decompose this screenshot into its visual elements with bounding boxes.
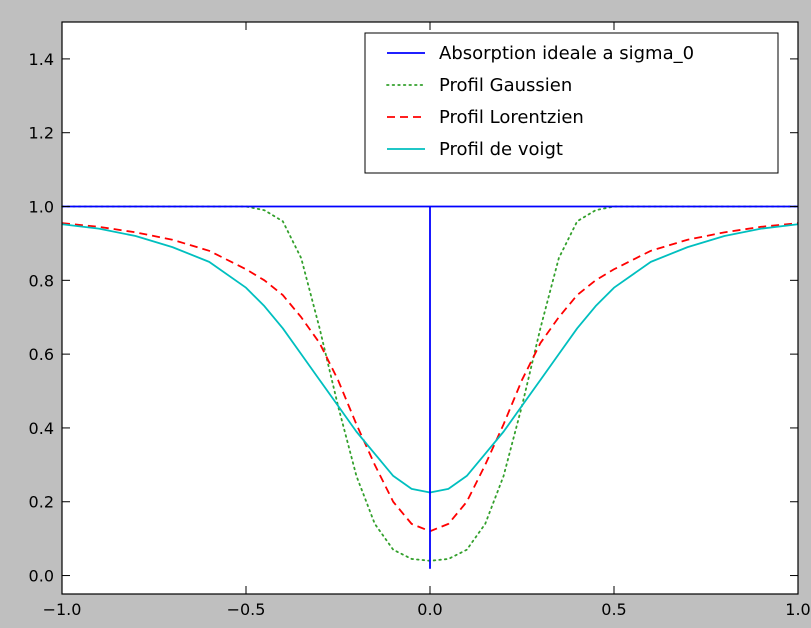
series-line-absorption-ideale-a-sigma-0: [62, 205, 798, 570]
x-tick-label: 1.0: [785, 600, 810, 619]
legend-label-profil-gaussien: Profil Gaussien: [439, 75, 572, 96]
legend: Absorption ideale a sigma_0 Profil Gaussi…: [364, 32, 779, 174]
y-tick-label: 1.4: [29, 50, 54, 69]
legend-label-profil-lorentzien: Profil Lorentzien: [439, 107, 584, 128]
legend-label-absorption-ideale-a-sigma-0: Absorption ideale a sigma_0: [439, 43, 694, 64]
legend-label-profil-de-voigt: Profil de voigt: [439, 139, 563, 160]
y-tick-label: 1.2: [29, 124, 54, 143]
y-tick-label: 0.4: [29, 419, 54, 438]
x-tick-label: −1.0: [43, 600, 82, 619]
series-layer: [61, 205, 799, 570]
y-tick-label: 0.6: [29, 345, 54, 364]
y-tick-label: 0.8: [29, 271, 54, 290]
y-tick-label: 0.2: [29, 493, 54, 512]
x-tick-label: −0.5: [227, 600, 266, 619]
x-tick-label: 0.5: [601, 600, 626, 619]
y-tick-label: 1.0: [29, 198, 54, 217]
plot-frame: [61, 21, 799, 595]
x-tick-label: 0.0: [417, 600, 442, 619]
y-tick-label: 0.0: [29, 567, 54, 586]
legend-box: [364, 32, 779, 174]
